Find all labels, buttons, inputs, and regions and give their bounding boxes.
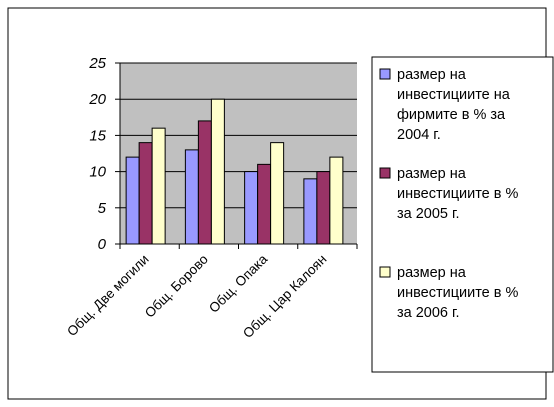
legend-label-line: инвестициите в %: [397, 186, 519, 202]
legend-label-line: размер на: [397, 166, 467, 182]
y-tick-label: 10: [89, 164, 106, 181]
legend-swatch: [379, 266, 391, 278]
legend-box: [371, 56, 554, 373]
legend-label-line: 2004 г.: [397, 127, 441, 143]
legend-label: размер на инвестициите в % за 2006 г.: [397, 265, 519, 321]
bar: [257, 163, 272, 245]
bar: [184, 149, 199, 245]
legend: размер на инвестициите на фирмите в % за 20…: [371, 56, 554, 373]
bar: [138, 142, 153, 245]
y-tick-label: 0: [98, 236, 107, 253]
legend-label-line: размер на: [397, 265, 467, 281]
legend-label-line: инвестициите на: [397, 87, 511, 103]
bar: [270, 142, 285, 245]
legend-label: размер на инвестициите в % за 2005 г.: [397, 166, 519, 222]
bar: [151, 127, 166, 245]
y-tick-label: 5: [98, 200, 107, 217]
legend-label-line: фирмите в % за: [397, 107, 506, 123]
legend-label: размер на инвестициите на фирмите в % за 20…: [397, 67, 511, 143]
bar: [244, 171, 259, 245]
bar: [329, 156, 344, 245]
bar: [316, 171, 331, 245]
bar: [125, 156, 140, 245]
y-tick-label: 15: [89, 127, 106, 144]
legend-label-line: за 2006 г.: [397, 305, 460, 321]
bar: [210, 98, 225, 245]
legend-swatch: [379, 68, 391, 80]
legend-label-line: размер на: [397, 67, 467, 83]
bar: [197, 120, 212, 245]
y-tick-label: 20: [88, 91, 106, 108]
legend-label-line: за 2005 г.: [397, 206, 460, 222]
legend-swatch: [379, 167, 391, 179]
bar: [303, 178, 318, 245]
y-tick-label: 25: [88, 55, 106, 72]
legend-label-line: инвестициите в %: [397, 285, 519, 301]
